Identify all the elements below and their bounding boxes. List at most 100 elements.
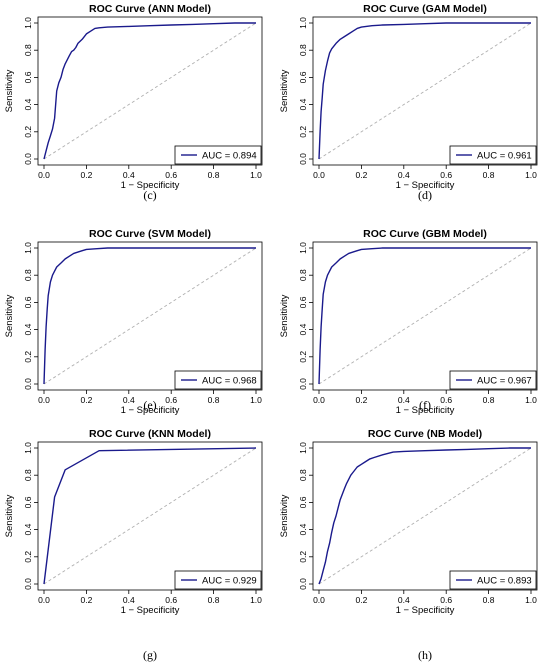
x-tick-label: 0.0 xyxy=(38,595,50,605)
roc-curve-line xyxy=(43,22,256,160)
diagonal-reference-line xyxy=(318,447,532,585)
plot-frame xyxy=(37,441,263,591)
diagonal-reference-line xyxy=(43,447,257,585)
diagonal-reference-line xyxy=(318,247,532,385)
x-tick-label: 0.0 xyxy=(313,170,325,180)
y-tick-label: 1.0 xyxy=(23,242,33,254)
roc-panel-6: ROC Curve (NB Model) 0.0 0.2 0.4 0.6 0.8 1.0 0.… xyxy=(275,425,545,616)
x-tick-label: 0.4 xyxy=(398,595,410,605)
y-tick-label: 0.8 xyxy=(298,469,308,481)
y-axis-label: Sensitivity xyxy=(4,294,15,337)
x-tick-label: 0.6 xyxy=(165,395,177,405)
x-tick-label: 1.0 xyxy=(525,395,537,405)
y-tick-label: 1.0 xyxy=(298,17,308,29)
y-tick-label: 0.2 xyxy=(23,551,33,563)
plot-frame xyxy=(37,16,263,166)
legend-auc-label: AUC = 0.893 xyxy=(477,576,532,587)
x-axis-label: 1 − Specificity xyxy=(121,605,180,616)
x-tick-label: 0.2 xyxy=(80,595,92,605)
y-tick-label: 0.6 xyxy=(298,296,308,308)
roc-panel-3: ROC Curve (SVM Model) 0.0 0.2 0.4 0.6 0.8 1.0 0… xyxy=(0,225,270,416)
x-tick-label: 0.2 xyxy=(80,170,92,180)
y-axis-label: Sensitivity xyxy=(279,294,290,337)
y-tick-label: 0.4 xyxy=(298,323,308,335)
x-tick-label: 1.0 xyxy=(250,170,262,180)
legend-auc-label: AUC = 0.968 xyxy=(202,376,257,387)
panel-caption: (g) xyxy=(143,648,157,662)
y-tick-label: 0.4 xyxy=(298,523,308,535)
y-tick-label: 0.8 xyxy=(23,269,33,281)
legend-auc-label: AUC = 0.929 xyxy=(202,576,257,587)
x-tick-label: 0.8 xyxy=(483,170,495,180)
x-axis-label: 1 − Specificity xyxy=(121,405,180,416)
plot-frame xyxy=(312,441,538,591)
roc-chart: ROC Curve (GBM Model) 0.0 0.2 0.4 0.6 0.8 1.0 0… xyxy=(279,228,538,416)
panel-caption: (c) xyxy=(143,188,157,202)
diagonal-reference-line xyxy=(318,22,532,160)
y-tick-label: 0.0 xyxy=(298,153,308,165)
chart-title: ROC Curve (NB Model) xyxy=(368,428,482,440)
x-tick-label: 1.0 xyxy=(525,170,537,180)
y-axis-label: Sensitivity xyxy=(279,494,290,537)
x-tick-label: 0.4 xyxy=(398,170,410,180)
x-tick-label: 0.6 xyxy=(165,170,177,180)
legend-box xyxy=(174,570,262,590)
x-tick-label: 0.0 xyxy=(313,395,325,405)
y-tick-label: 0.6 xyxy=(298,71,308,83)
y-tick-label: 0.8 xyxy=(23,44,33,56)
x-tick-label: 0.0 xyxy=(38,170,50,180)
panel-caption: (d) xyxy=(418,188,432,202)
y-tick-label: 0.0 xyxy=(298,578,308,590)
chart-title: ROC Curve (KNN Model) xyxy=(89,428,211,440)
diagonal-reference-line xyxy=(43,247,257,385)
x-tick-label: 0.8 xyxy=(483,595,495,605)
y-tick-label: 0.4 xyxy=(298,98,308,110)
x-tick-label: 0.6 xyxy=(440,170,452,180)
roc-curve-line xyxy=(318,247,531,385)
y-tick-label: 0.6 xyxy=(23,296,33,308)
y-tick-label: 0.8 xyxy=(298,269,308,281)
y-tick-label: 0.6 xyxy=(23,496,33,508)
roc-chart: ROC Curve (GAM Model) 0.0 0.2 0.4 0.6 0.8 1.0 0… xyxy=(279,3,538,191)
x-tick-label: 0.8 xyxy=(208,395,220,405)
x-axis-label: 1 − Specificity xyxy=(396,180,455,191)
x-tick-label: 0.0 xyxy=(313,595,325,605)
x-tick-label: 0.4 xyxy=(123,595,135,605)
y-tick-label: 0.6 xyxy=(23,71,33,83)
legend-box xyxy=(449,570,537,590)
y-tick-label: 0.2 xyxy=(23,126,33,138)
plot-frame xyxy=(37,241,263,391)
roc-panel-1: ROC Curve (ANN Model) 0.0 0.2 0.4 0.6 0.8 1.0 0… xyxy=(0,0,270,191)
y-tick-label: 0.2 xyxy=(298,126,308,138)
y-tick-label: 0.0 xyxy=(298,378,308,390)
panel-caption: (e) xyxy=(143,398,157,412)
x-tick-label: 1.0 xyxy=(250,595,262,605)
x-axis-label: 1 − Specificity xyxy=(396,605,455,616)
y-axis-label: Sensitivity xyxy=(279,69,290,112)
x-tick-label: 0.6 xyxy=(165,595,177,605)
roc-curve-line xyxy=(43,247,256,385)
roc-chart: ROC Curve (SVM Model) 0.0 0.2 0.4 0.6 0.8 1.0 0… xyxy=(4,228,263,416)
x-tick-label: 0.2 xyxy=(80,395,92,405)
x-axis-label: 1 − Specificity xyxy=(396,405,455,416)
chart-title: ROC Curve (SVM Model) xyxy=(89,228,211,240)
x-tick-label: 0.0 xyxy=(38,395,50,405)
x-axis-label: 1 − Specificity xyxy=(121,180,180,191)
x-tick-label: 0.8 xyxy=(483,395,495,405)
roc-curve-line xyxy=(318,447,531,585)
roc-panel-4: ROC Curve (GBM Model) 0.0 0.2 0.4 0.6 0.8 1.0 0… xyxy=(275,225,545,416)
roc-chart: ROC Curve (ANN Model) 0.0 0.2 0.4 0.6 0.8 1.0 0… xyxy=(4,3,263,191)
panel-caption: (h) xyxy=(418,648,432,662)
x-tick-label: 0.4 xyxy=(123,395,135,405)
y-axis-label: Sensitivity xyxy=(4,494,15,537)
x-tick-label: 0.2 xyxy=(355,595,367,605)
panel-caption: (f) xyxy=(419,398,431,412)
roc-chart: ROC Curve (NB Model) 0.0 0.2 0.4 0.6 0.8 1.0 0.… xyxy=(279,428,538,616)
legend-auc-label: AUC = 0.961 xyxy=(477,151,532,162)
chart-title: ROC Curve (GAM Model) xyxy=(363,3,487,15)
x-tick-label: 0.8 xyxy=(208,170,220,180)
roc-panel-2: ROC Curve (GAM Model) 0.0 0.2 0.4 0.6 0.8 1.0 0… xyxy=(275,0,545,191)
legend-auc-label: AUC = 0.967 xyxy=(477,376,532,387)
y-tick-label: 0.4 xyxy=(23,98,33,110)
roc-chart: ROC Curve (KNN Model) 0.0 0.2 0.4 0.6 0.8 1.0 0… xyxy=(4,428,263,616)
